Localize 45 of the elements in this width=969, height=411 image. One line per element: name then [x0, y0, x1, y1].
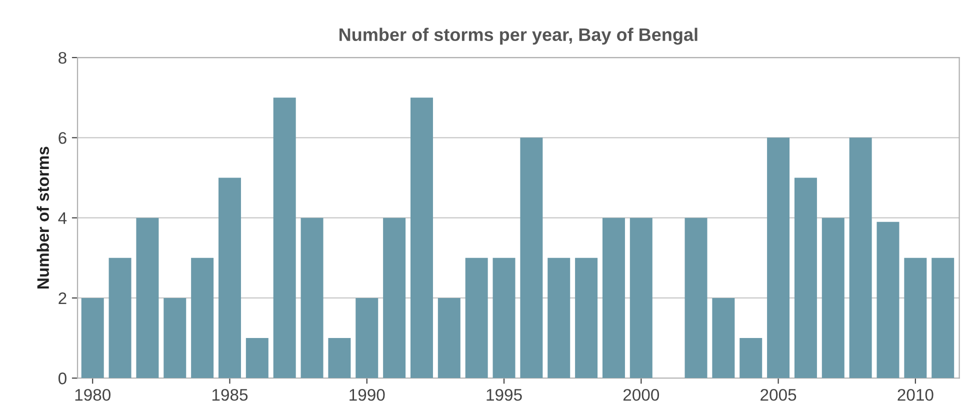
chart-title: Number of storms per year, Bay of Bengal — [340, 28, 698, 45]
bar — [602, 218, 625, 378]
bar — [81, 298, 104, 378]
bar — [740, 338, 762, 378]
bar — [328, 338, 351, 378]
y-tick-label: 0 — [58, 372, 66, 384]
bar — [218, 178, 241, 378]
bar — [410, 98, 433, 378]
bar — [575, 258, 598, 378]
x-tick-label: 1980 — [75, 388, 110, 401]
y-tick-label: 2 — [58, 292, 66, 304]
x-tick-label: 1995 — [486, 388, 522, 401]
x-tick-label: 2005 — [760, 388, 796, 401]
bar — [849, 138, 872, 378]
bar — [300, 218, 324, 378]
x-tick-label: 2000 — [623, 388, 660, 401]
bar — [932, 258, 954, 378]
bar — [108, 258, 132, 378]
bar — [767, 138, 790, 378]
bar — [465, 258, 488, 378]
bar — [136, 218, 159, 378]
bar — [438, 298, 460, 378]
x-tick-label: 1985 — [212, 388, 248, 401]
bar — [383, 218, 406, 378]
bar — [191, 258, 214, 378]
bar — [164, 298, 186, 378]
x-tick-label: 1990 — [350, 388, 385, 401]
bar — [822, 218, 844, 378]
y-tick-label: 6 — [58, 132, 66, 144]
bar — [520, 138, 543, 378]
bar — [273, 98, 296, 378]
bar — [246, 338, 268, 378]
bar — [712, 298, 735, 378]
y-axis-title: Number of storms — [36, 146, 49, 288]
bar — [904, 258, 927, 378]
y-tick-label: 8 — [58, 52, 66, 64]
bar — [794, 178, 817, 378]
bar — [876, 222, 900, 378]
bar — [356, 298, 378, 378]
bar — [548, 258, 570, 378]
bar — [684, 218, 708, 378]
bar — [630, 218, 652, 378]
bar — [492, 258, 516, 378]
y-tick-label: 4 — [58, 212, 67, 224]
x-tick-label: 2010 — [898, 388, 934, 401]
